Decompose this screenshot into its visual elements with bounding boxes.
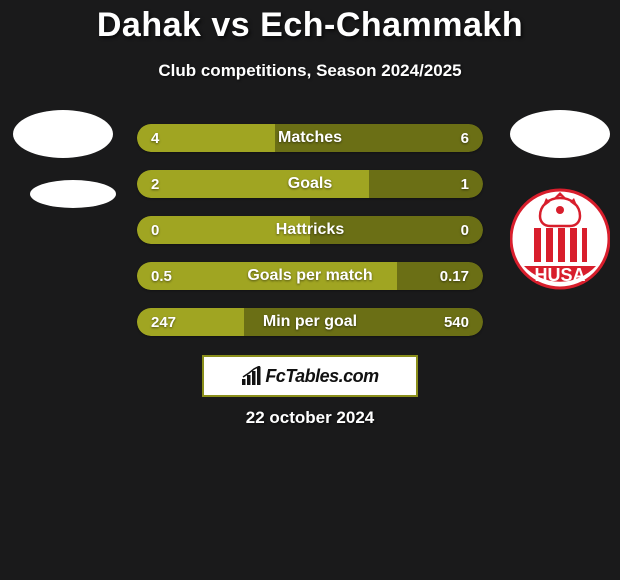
stat-row: 0.5Goals per match0.17 <box>137 262 483 290</box>
player-right-avatar <box>510 110 610 158</box>
stat-row: 4Matches6 <box>137 124 483 152</box>
stat-value-right: 0.17 <box>440 268 469 285</box>
stat-label: Matches <box>137 129 483 147</box>
stat-value-right: 540 <box>444 314 469 331</box>
brand-chart-icon <box>241 366 263 386</box>
player-right-club-badge: HUSA <box>510 180 610 298</box>
page-title: Dahak vs Ech-Chammakh <box>0 0 620 45</box>
brand-text: FcTables.com <box>265 366 378 387</box>
subtitle: Club competitions, Season 2024/2025 <box>0 61 620 81</box>
stat-value-right: 6 <box>461 130 469 147</box>
player-left-area <box>10 110 116 208</box>
stat-label: Goals <box>137 175 483 193</box>
stat-value-right: 1 <box>461 176 469 193</box>
stat-label: Hattricks <box>137 221 483 239</box>
stat-row: 2Goals1 <box>137 170 483 198</box>
date-text: 22 october 2024 <box>0 408 620 428</box>
player-left-avatar <box>13 110 113 158</box>
stat-row: 0Hattricks0 <box>137 216 483 244</box>
brand-box[interactable]: FcTables.com <box>202 355 418 397</box>
player-right-area: HUSA <box>510 110 610 298</box>
stats-table: 4Matches6 2Goals1 0Hattricks0 0.5Goals per … <box>137 124 483 336</box>
stat-label: Goals per match <box>137 267 483 285</box>
club-badge-text: HUSA <box>534 265 585 285</box>
stat-label: Min per goal <box>137 313 483 331</box>
player-left-club-placeholder <box>30 180 116 208</box>
stat-value-right: 0 <box>461 222 469 239</box>
stat-row: 247Min per goal540 <box>137 308 483 336</box>
